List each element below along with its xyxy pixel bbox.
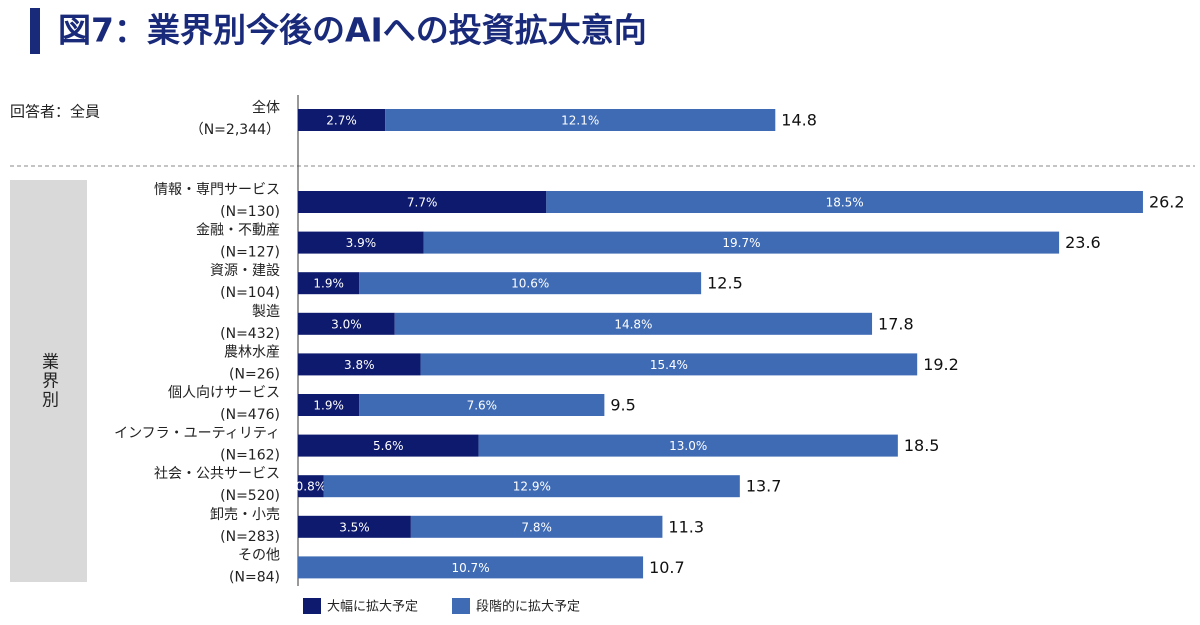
- bar-segment: [298, 394, 360, 416]
- sample-size: (N=476): [220, 407, 280, 423]
- total-label: 12.5: [707, 274, 743, 293]
- bar-segment: [385, 109, 776, 131]
- value-label: 2.7%: [326, 114, 357, 128]
- total-label: 23.6: [1065, 233, 1101, 252]
- total-label: 19.2: [923, 355, 959, 374]
- value-label: 19.7%: [722, 236, 760, 250]
- value-label: 18.5%: [826, 196, 864, 210]
- bar-segment: [410, 515, 663, 538]
- legend-label: 大幅に拡大予定: [327, 600, 418, 615]
- category-label: 全体: [252, 99, 280, 116]
- value-label: 3.8%: [344, 358, 375, 372]
- bar-segment: [298, 475, 324, 498]
- sample-size: (N=130): [220, 204, 280, 220]
- sample-size: (N=520): [220, 488, 280, 504]
- total-label: 9.5: [610, 396, 635, 415]
- bar-segment: [298, 272, 360, 295]
- bar-segment: [359, 394, 605, 416]
- bar-segment: [546, 191, 1143, 213]
- legend-swatch: [452, 598, 470, 614]
- bar-segment: [420, 353, 918, 376]
- chart-title: 図7：業界別今後のAIへの投資拡大意向: [58, 11, 647, 50]
- value-label: 13.0%: [669, 439, 707, 453]
- value-label: 7.6%: [467, 399, 498, 413]
- category-label: 製造: [252, 304, 280, 320]
- group-label: 回答者：全員: [10, 103, 100, 121]
- bar-segment: [298, 109, 386, 131]
- total-label: 10.7: [649, 558, 685, 577]
- value-label: 10.6%: [511, 277, 549, 291]
- bar-segment: [423, 231, 1060, 254]
- category-label: インフラ・ユーティリティ: [114, 426, 280, 442]
- bar-segment: [298, 191, 547, 213]
- value-label: 1.9%: [313, 399, 344, 413]
- sample-size: （N=2,344）: [190, 122, 280, 138]
- category-label: 卸売・小売: [210, 507, 280, 523]
- bar-segment: [298, 353, 421, 376]
- sample-size: (N=84): [229, 569, 280, 585]
- value-label: 15.4%: [650, 358, 688, 372]
- section-box: [10, 180, 87, 582]
- sample-size: (N=127): [220, 245, 280, 261]
- bar-segment: [323, 475, 740, 498]
- total-label: 11.3: [668, 517, 704, 536]
- sample-size: (N=162): [220, 448, 280, 464]
- title-accent: [30, 8, 40, 54]
- legend-label: 段階的に拡大予定: [476, 599, 580, 615]
- bar-segment: [359, 272, 702, 295]
- total-label: 13.7: [746, 477, 782, 496]
- bar-segment: [298, 515, 411, 538]
- value-label: 7.7%: [407, 196, 438, 210]
- bar-segment: [478, 434, 898, 457]
- category-label: 個人向けサービス: [168, 385, 280, 401]
- value-label: 1.9%: [313, 277, 344, 291]
- legend-swatch: [303, 598, 321, 614]
- value-label: 10.7%: [451, 561, 489, 575]
- total-label: 26.2: [1149, 193, 1185, 212]
- category-label: 金融・不動産: [196, 223, 280, 239]
- value-label: 3.9%: [346, 236, 377, 250]
- category-label: 社会・公共サービス: [154, 466, 280, 482]
- value-label: 3.0%: [331, 317, 362, 331]
- sample-size: (N=432): [220, 326, 280, 342]
- value-label: 3.5%: [339, 520, 370, 534]
- category-label: 情報・専門サービス: [154, 182, 280, 198]
- category-label: 農林水産: [224, 344, 280, 360]
- sample-size: (N=283): [220, 529, 280, 545]
- bar-segment: [298, 434, 479, 457]
- value-label: 7.8%: [521, 520, 552, 534]
- bar-segment: [298, 312, 395, 335]
- total-label: 17.8: [878, 314, 914, 333]
- value-label: 12.1%: [561, 114, 599, 128]
- sample-size: (N=104): [220, 285, 280, 301]
- section-label: 業界別: [38, 352, 59, 409]
- category-label: その他: [238, 547, 280, 563]
- value-label: 12.9%: [513, 480, 551, 494]
- total-label: 14.8: [781, 111, 817, 130]
- value-label: 0.8%: [296, 480, 327, 494]
- value-label: 5.6%: [373, 439, 404, 453]
- sample-size: (N=26): [229, 366, 280, 382]
- value-label: 14.8%: [614, 317, 652, 331]
- category-label: 資源・建設: [210, 263, 280, 279]
- total-label: 18.5: [904, 436, 940, 455]
- bar-segment: [298, 556, 644, 579]
- bar-segment: [298, 231, 424, 254]
- bar-segment: [394, 312, 873, 335]
